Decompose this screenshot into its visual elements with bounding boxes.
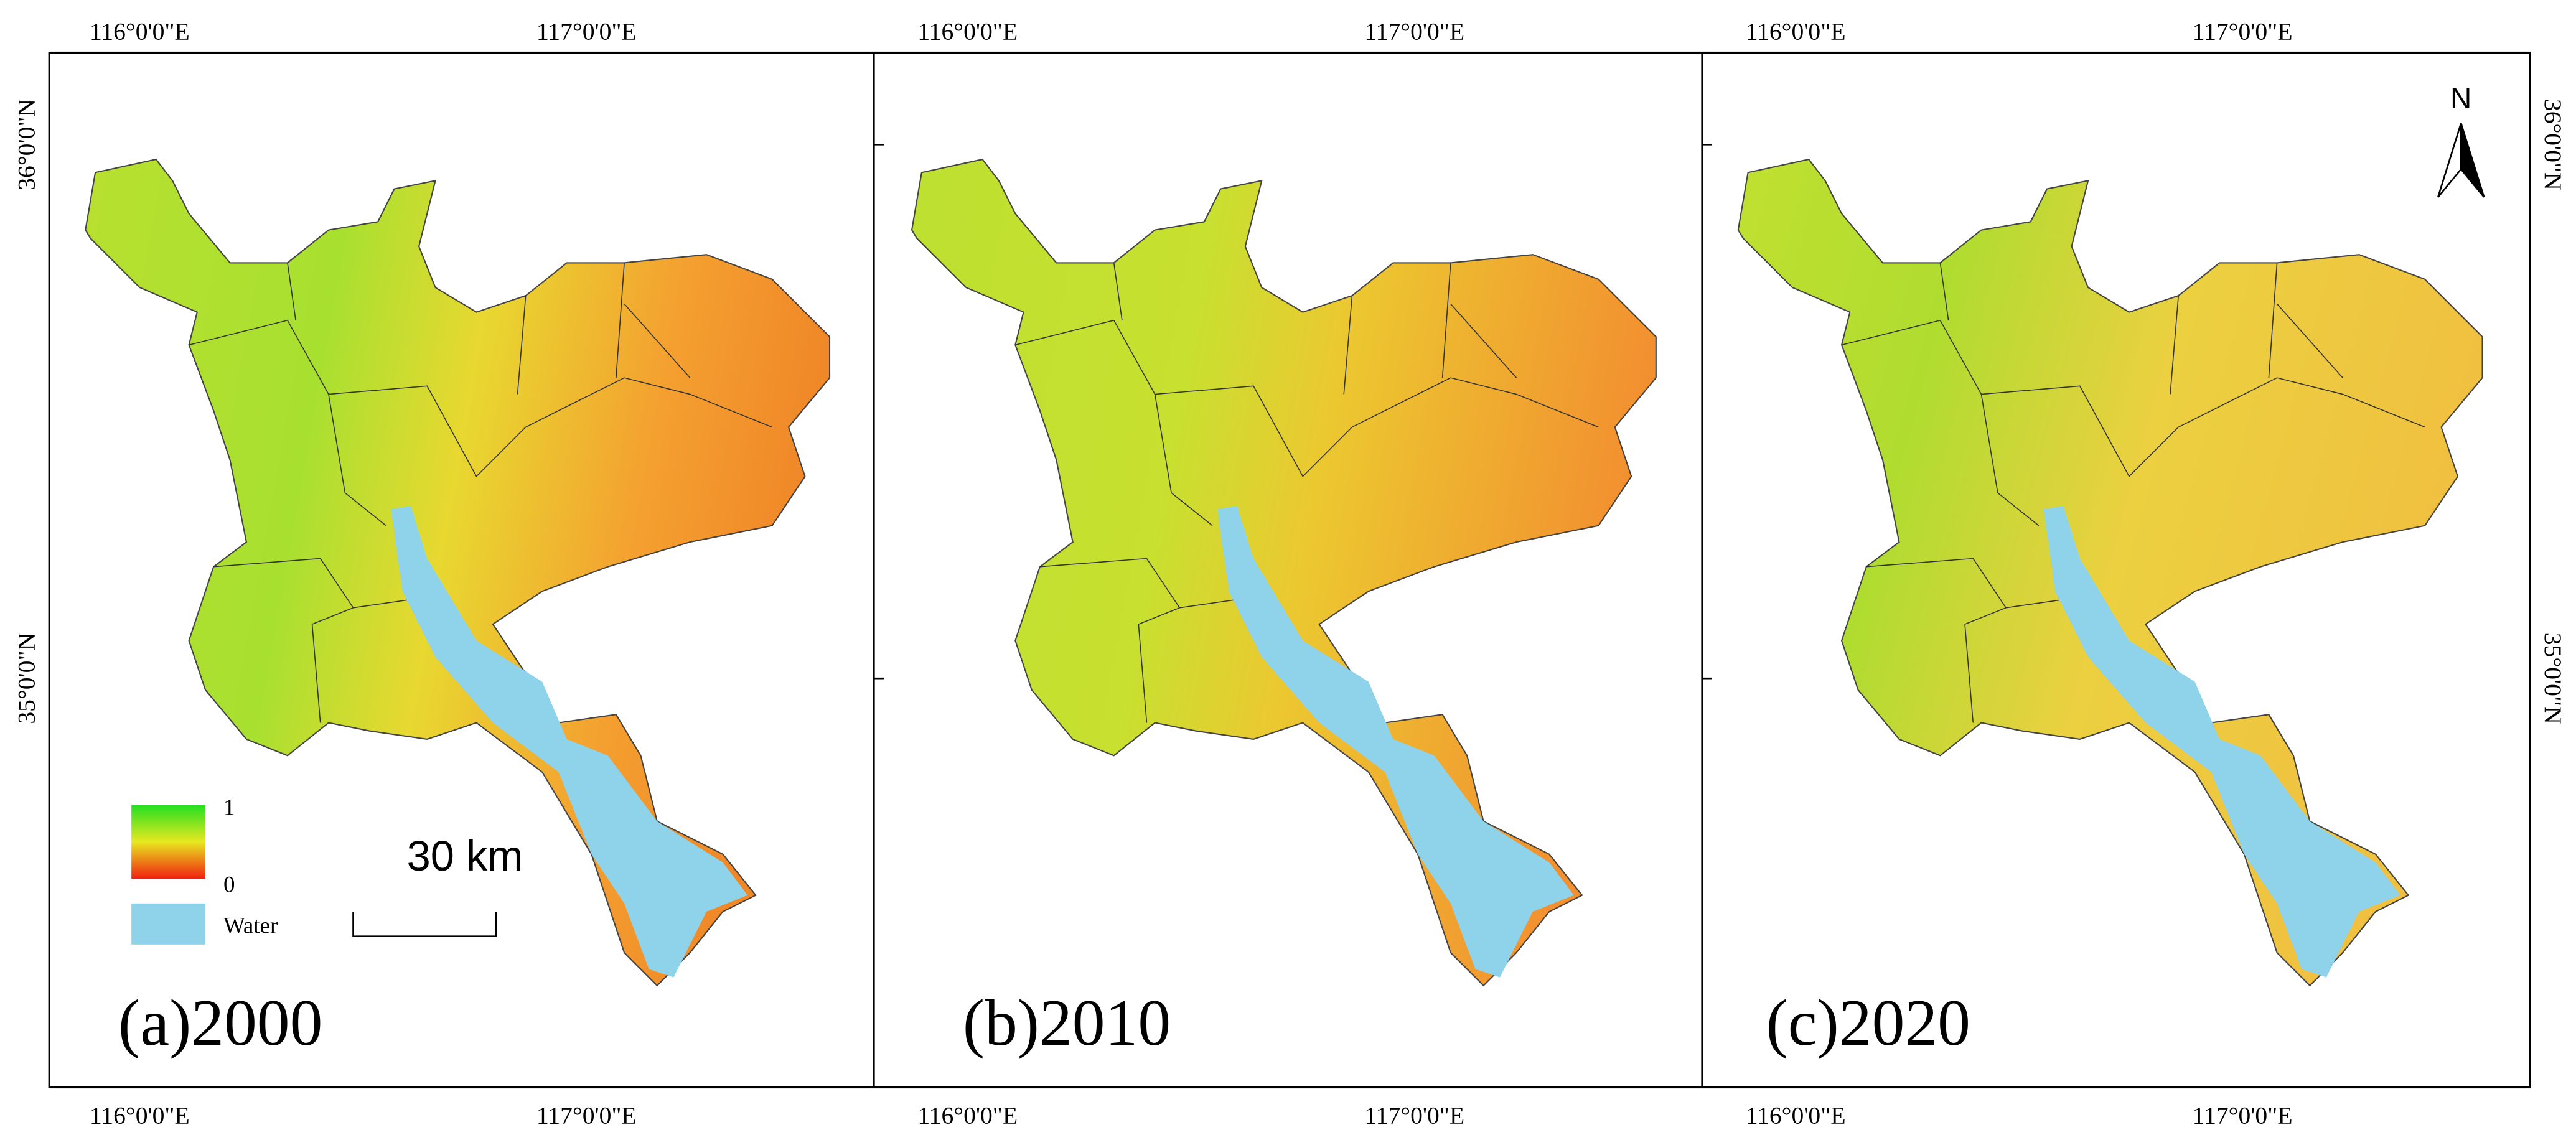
legend: 1 0 Water [131, 794, 278, 945]
legend-water-swatch [131, 903, 205, 945]
north-arrow: N [2437, 82, 2485, 198]
lon-label: 117°0'0"E [1364, 1102, 1464, 1129]
legend-water: Water [223, 912, 278, 938]
lon-label: 116°0'0"E [917, 17, 1018, 45]
lon-label: 116°0'0"E [90, 17, 190, 45]
lon-label: 116°0'0"E [917, 1102, 1018, 1129]
panel-label: (b)2010 [963, 986, 1171, 1059]
panel-label: (a)2000 [118, 986, 322, 1059]
scale-bar: 30 km [352, 832, 523, 937]
legend-high: 1 [223, 794, 235, 820]
map-panel-c [1737, 159, 2483, 986]
lon-label: 116°0'0"E [90, 1102, 190, 1129]
lon-label: 117°0'0"E [536, 1102, 637, 1129]
lat-label: 35°0'0"N [12, 633, 40, 724]
map-panel-b [911, 159, 1657, 986]
north-label: N [2450, 82, 2471, 115]
lat-label: 36°0'0"N [12, 99, 40, 190]
scale-label: 30 km [407, 832, 523, 880]
lon-label: 117°0'0"E [2193, 1102, 2293, 1129]
frame [48, 51, 2531, 1089]
lon-label: 117°0'0"E [2193, 17, 2293, 45]
panel-label: (c)2020 [1766, 986, 1970, 1059]
legend-low: 0 [223, 871, 235, 897]
lon-label: 116°0'0"E [1746, 1102, 1846, 1129]
legend-gradient [131, 805, 205, 879]
lat-label: 35°0'0"N [2539, 633, 2567, 724]
lon-label: 116°0'0"E [1746, 17, 1846, 45]
lon-label: 117°0'0"E [1364, 17, 1464, 45]
tick-marks [874, 144, 1712, 680]
lat-label: 36°0'0"N [2539, 99, 2567, 190]
lon-label: 117°0'0"E [536, 17, 637, 45]
